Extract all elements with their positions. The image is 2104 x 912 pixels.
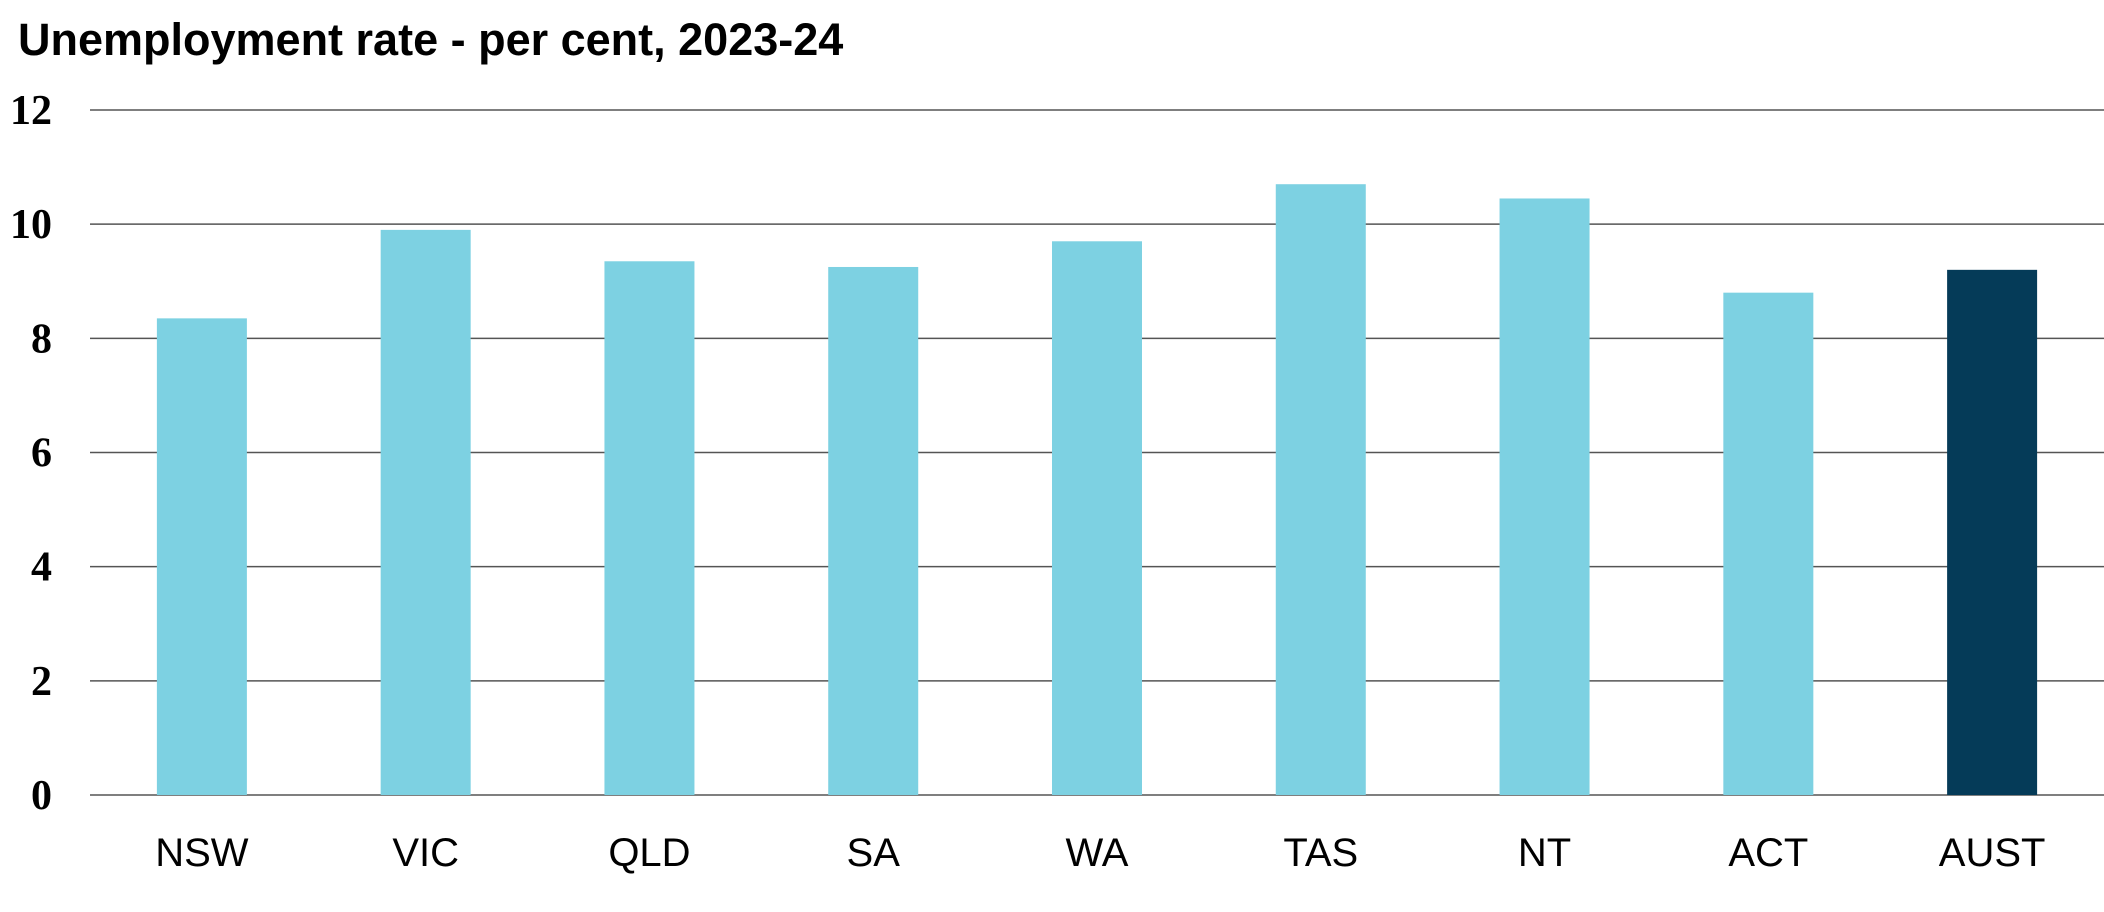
chart-title: Unemployment rate - per cent, 2023-24 bbox=[18, 14, 844, 65]
x-tick-label: QLD bbox=[608, 831, 690, 875]
x-tick-label: TAS bbox=[1283, 831, 1358, 875]
bar-wa bbox=[1052, 241, 1142, 795]
bar-nt bbox=[1499, 198, 1590, 795]
y-tick-label: 4 bbox=[31, 545, 52, 591]
x-tick-label: AUST bbox=[1939, 831, 2046, 875]
y-tick-label: 2 bbox=[31, 659, 52, 705]
x-axis-ticks: NSW VIC QLD SA WA TAS NT ACT AUST bbox=[155, 831, 2045, 875]
y-tick-label: 0 bbox=[31, 773, 52, 819]
bar-sa bbox=[828, 266, 919, 796]
y-tick-label: 12 bbox=[10, 88, 52, 134]
bar-nsw bbox=[156, 318, 247, 795]
x-tick-label: VIC bbox=[392, 831, 459, 875]
x-tick-label: SA bbox=[847, 831, 901, 875]
bar-aust bbox=[1947, 269, 2038, 795]
bar-tas bbox=[1275, 184, 1366, 796]
y-axis-ticks: 0 2 4 6 8 10 12 bbox=[10, 88, 52, 819]
x-tick-label: WA bbox=[1066, 831, 1129, 875]
x-tick-label: ACT bbox=[1728, 831, 1808, 875]
y-tick-label: 6 bbox=[31, 431, 52, 477]
bar-qld bbox=[604, 261, 695, 795]
bar-vic bbox=[380, 229, 471, 795]
bar-act bbox=[1723, 292, 1814, 795]
x-tick-label: NT bbox=[1518, 831, 1571, 875]
y-tick-label: 8 bbox=[31, 316, 52, 362]
bars bbox=[156, 184, 2038, 796]
y-tick-label: 10 bbox=[10, 202, 52, 248]
x-tick-label: NSW bbox=[155, 831, 249, 875]
